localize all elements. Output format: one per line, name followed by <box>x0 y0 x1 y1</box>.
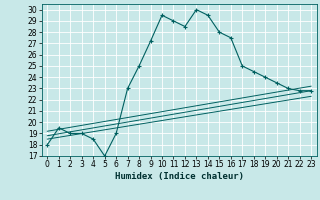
X-axis label: Humidex (Indice chaleur): Humidex (Indice chaleur) <box>115 172 244 181</box>
